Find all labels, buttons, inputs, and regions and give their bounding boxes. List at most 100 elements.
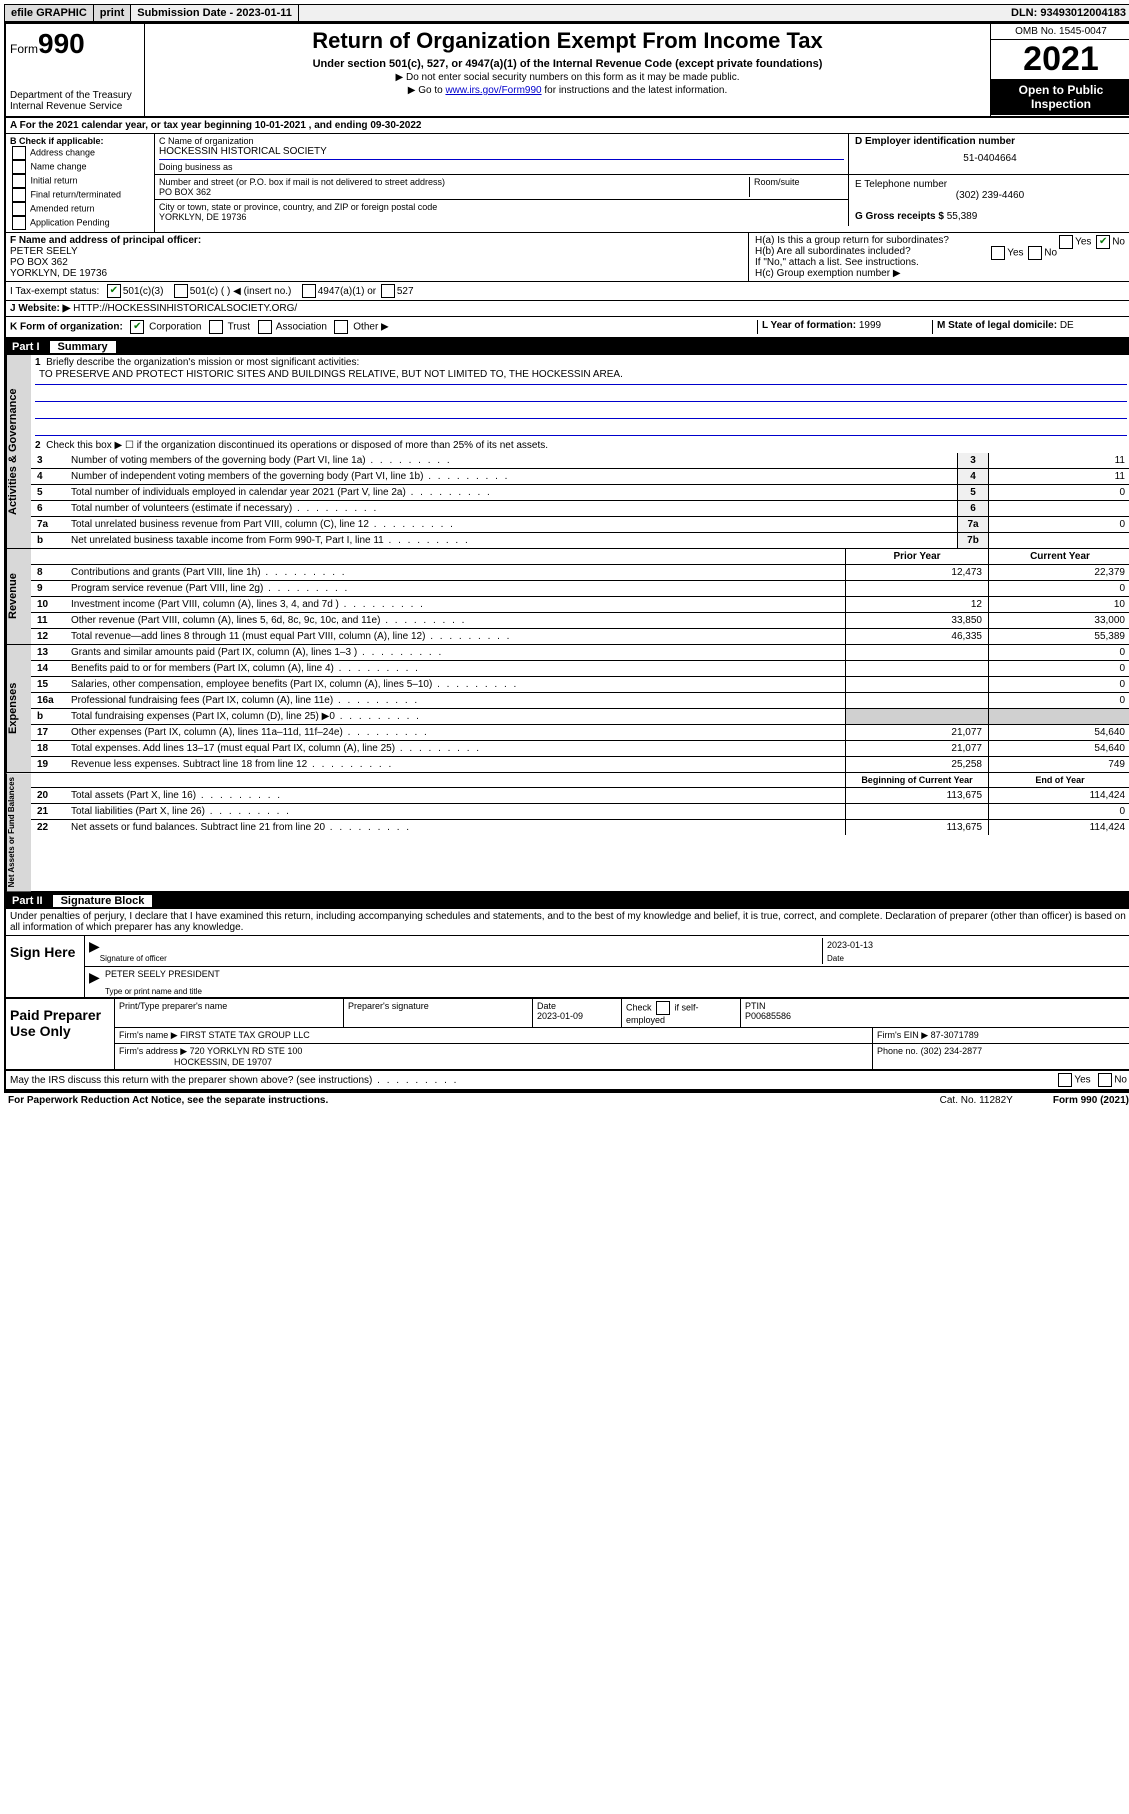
opt-501c3: 501(c)(3) <box>123 286 164 297</box>
room-label: Room/suite <box>749 177 844 197</box>
header-mid: Return of Organization Exempt From Incom… <box>145 24 990 116</box>
firm-ein: 87-3071789 <box>931 1030 979 1040</box>
table-row: 7a Total unrelated business revenue from… <box>31 517 1129 533</box>
section-eg: E Telephone number (302) 239-4460 G Gros… <box>849 175 1129 226</box>
irs-label: Internal Revenue Service <box>10 101 140 112</box>
col-begin: Beginning of Current Year <box>845 773 988 787</box>
chk-may-no[interactable] <box>1098 1073 1112 1087</box>
chk-501c3[interactable] <box>107 284 121 298</box>
may-discuss-text: May the IRS discuss this return with the… <box>10 1075 458 1086</box>
state-domicile: DE <box>1060 320 1074 331</box>
table-row: 8 Contributions and grants (Part VIII, l… <box>31 565 1129 581</box>
firm-phone: (302) 234-2877 <box>921 1046 983 1056</box>
chk-ha-yes[interactable] <box>1059 235 1073 249</box>
website-value: HTTP://HOCKESSINHISTORICALSOCIETY.ORG/ <box>73 303 297 314</box>
chk-other[interactable] <box>334 320 348 334</box>
irs-link[interactable]: www.irs.gov/Form990 <box>445 85 541 96</box>
firm-addr-label: Firm's address ▶ <box>119 1046 187 1056</box>
chk-final[interactable] <box>12 188 26 202</box>
chk-address-change[interactable] <box>12 146 26 160</box>
opt-address: Address change <box>30 147 95 157</box>
open-inspection: Open to Public Inspection <box>991 79 1129 115</box>
chk-hb-no[interactable] <box>1028 246 1042 260</box>
form-number: 990 <box>38 28 85 59</box>
table-row: 6 Total number of volunteers (estimate i… <box>31 501 1129 517</box>
vlabel-netassets: Net Assets or Fund Balances <box>6 773 31 891</box>
prep-date-label: Date <box>537 1001 556 1011</box>
mission-text: TO PRESERVE AND PROTECT HISTORIC SITES A… <box>35 368 1127 385</box>
chk-trust[interactable] <box>209 320 223 334</box>
section-h: H(a) Is this a group return for subordin… <box>749 233 1129 281</box>
gross-value: 55,389 <box>947 211 978 222</box>
hb-note: If "No," attach a list. See instructions… <box>755 257 1125 268</box>
chk-pending[interactable] <box>12 216 26 230</box>
tax-year: 2021 <box>991 40 1129 79</box>
firm-name: FIRST STATE TAX GROUP LLC <box>180 1030 310 1040</box>
chk-hb-yes[interactable] <box>991 246 1005 260</box>
note2-post: for instructions and the latest informat… <box>542 85 728 96</box>
chk-amended[interactable] <box>12 202 26 216</box>
f-label: F Name and address of principal officer: <box>10 235 201 246</box>
dba-label: Doing business as <box>159 162 844 172</box>
i-label: I Tax-exempt status: <box>10 286 99 297</box>
k-label: K Form of organization: <box>10 322 123 333</box>
section-c: C Name of organization HOCKESSIN HISTORI… <box>155 134 1129 232</box>
efile-button[interactable]: efile GRAPHIC <box>5 5 94 21</box>
opt-final: Final return/terminated <box>31 189 122 199</box>
chk-self-employed[interactable] <box>656 1001 670 1015</box>
may-yes: Yes <box>1074 1075 1090 1086</box>
opt-527: 527 <box>397 286 414 297</box>
firm-ein-label: Firm's EIN ▶ <box>877 1030 928 1040</box>
j-label: J Website: ▶ <box>10 303 70 314</box>
tax-year-range: A For the 2021 calendar year, or tax yea… <box>10 120 421 131</box>
table-row: 16a Professional fundraising fees (Part … <box>31 693 1129 709</box>
sig-date-label: Date <box>827 954 844 963</box>
table-row: 17 Other expenses (Part IX, column (A), … <box>31 725 1129 741</box>
opt-assoc: Association <box>276 322 327 333</box>
ein-label: D Employer identification number <box>855 136 1015 147</box>
sig-name: PETER SEELY PRESIDENT <box>105 969 220 979</box>
chk-corp[interactable] <box>130 320 144 334</box>
city-label: City or town, state or province, country… <box>159 202 844 212</box>
chk-name-change[interactable] <box>12 160 26 174</box>
hb-no: No <box>1044 248 1057 259</box>
opt-4947: 4947(a)(1) or <box>318 286 376 297</box>
chk-ha-no[interactable] <box>1096 235 1110 249</box>
table-row: 20 Total assets (Part X, line 16) 113,67… <box>31 788 1129 804</box>
form-note1: ▶ Do not enter social security numbers o… <box>149 72 986 83</box>
table-row: 19 Revenue less expenses. Subtract line … <box>31 757 1129 772</box>
phone-value: (302) 239-4460 <box>855 190 1125 201</box>
submission-date: Submission Date - 2023-01-11 <box>131 5 299 21</box>
line2-text: Check this box ▶ ☐ if the organization d… <box>46 440 548 451</box>
chk-4947[interactable] <box>302 284 316 298</box>
sig-name-label: Type or print name and title <box>105 987 202 996</box>
chk-may-yes[interactable] <box>1058 1073 1072 1087</box>
chk-assoc[interactable] <box>258 320 272 334</box>
hb-label: H(b) Are all subordinates included? <box>755 246 911 257</box>
section-b: B Check if applicable: Address change Na… <box>6 134 155 232</box>
sign-here-label: Sign Here <box>6 936 84 997</box>
row-k: K Form of organization: Corporation Trus… <box>6 317 1129 339</box>
org-name: HOCKESSIN HISTORICAL SOCIETY <box>159 146 844 157</box>
chk-527[interactable] <box>381 284 395 298</box>
table-row: 22 Net assets or fund balances. Subtract… <box>31 820 1129 835</box>
chk-initial[interactable] <box>12 174 26 188</box>
print-button[interactable]: print <box>94 5 131 21</box>
ha-label: H(a) Is this a group return for subordin… <box>755 235 949 246</box>
top-bar: efile GRAPHIC print Submission Date - 20… <box>4 4 1129 22</box>
table-row: 18 Total expenses. Add lines 13–17 (must… <box>31 741 1129 757</box>
l-label: L Year of formation: <box>762 320 856 331</box>
opt-other: Other ▶ <box>353 322 388 333</box>
vlabel-governance: Activities & Governance <box>6 355 31 548</box>
chk-501c[interactable] <box>174 284 188 298</box>
opt-initial: Initial return <box>31 175 78 185</box>
table-row: 14 Benefits paid to or for members (Part… <box>31 661 1129 677</box>
part-ii-title: Signature Block <box>53 895 153 907</box>
part-i-title: Summary <box>50 341 116 353</box>
ptin-label: PTIN <box>745 1001 766 1011</box>
gross-label: G Gross receipts $ <box>855 211 944 222</box>
table-row: 15 Salaries, other compensation, employe… <box>31 677 1129 693</box>
row-a: A For the 2021 calendar year, or tax yea… <box>6 118 1129 134</box>
footer-mid: Cat. No. 11282Y <box>940 1095 1013 1106</box>
table-row: b Total fundraising expenses (Part IX, c… <box>31 709 1129 725</box>
